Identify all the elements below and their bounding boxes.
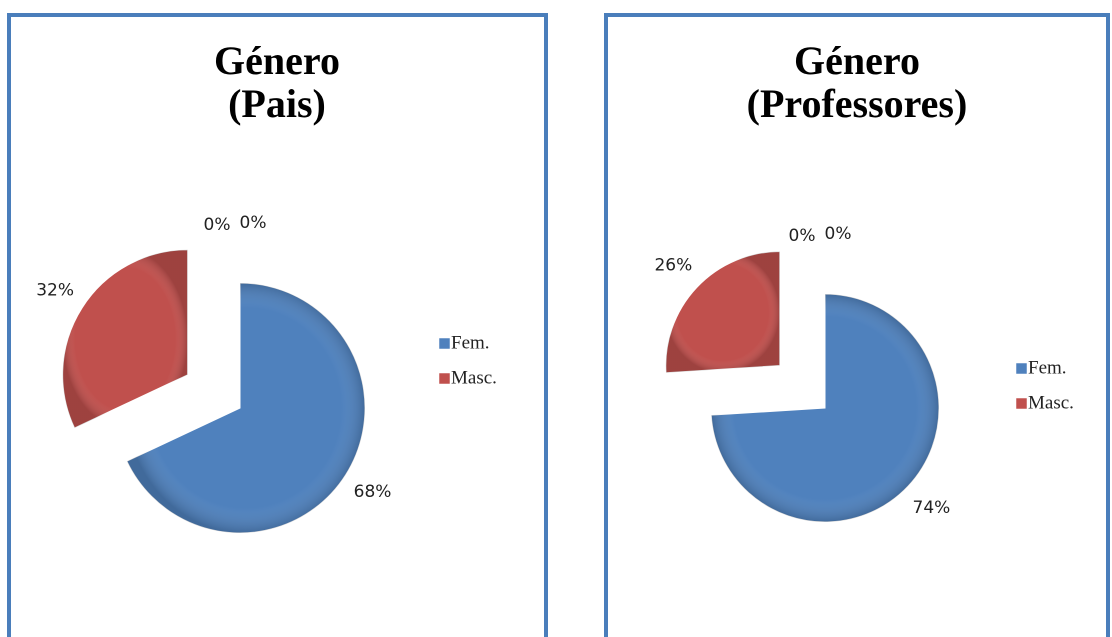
data-label: 0% — [240, 213, 267, 233]
chart-title: (Pais) — [228, 81, 326, 126]
data-label: 0% — [825, 224, 852, 244]
data-label: 0% — [789, 226, 816, 246]
data-label: 26% — [654, 256, 692, 276]
data-label: 0% — [204, 215, 231, 235]
data-label: 74% — [913, 498, 951, 518]
legend-swatch — [1015, 362, 1028, 375]
legend-swatch — [438, 372, 451, 385]
legend-label: Masc. — [451, 367, 497, 388]
legend-label: Fem. — [451, 332, 490, 353]
legend-swatch — [1015, 397, 1028, 410]
chart-title: (Professores) — [747, 81, 968, 126]
data-label: 68% — [354, 482, 392, 502]
chart-title: Género — [214, 38, 340, 83]
chart-title: Género — [794, 38, 920, 83]
data-label: 32% — [36, 281, 74, 301]
legend-swatch — [438, 337, 451, 350]
legend-label: Masc. — [1028, 392, 1074, 413]
legend-label: Fem. — [1028, 357, 1067, 378]
